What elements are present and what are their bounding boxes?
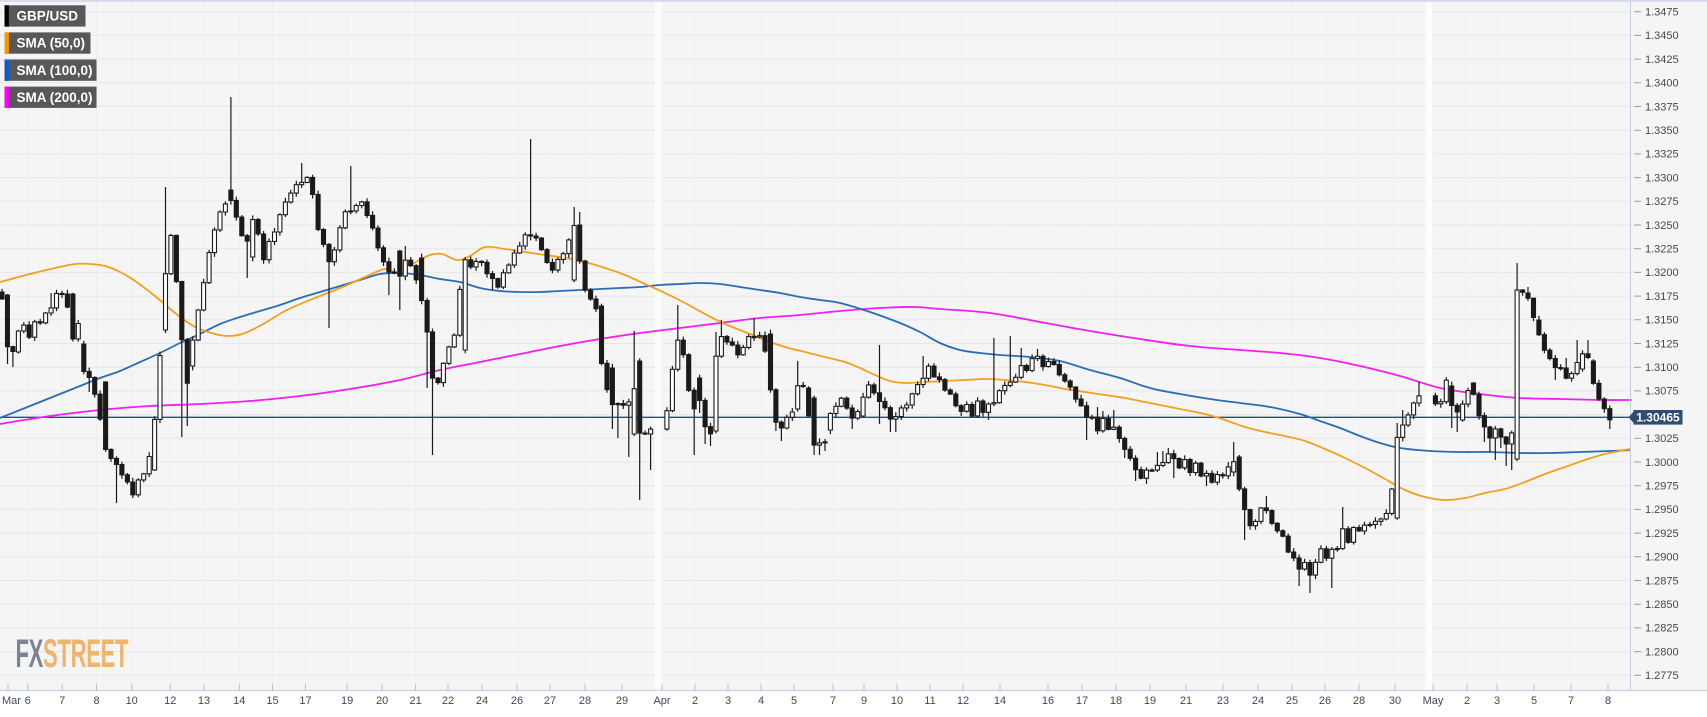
svg-text:5: 5 <box>1531 695 1537 707</box>
svg-text:1.3075: 1.3075 <box>1645 386 1679 398</box>
svg-text:21: 21 <box>409 695 421 707</box>
svg-text:17: 17 <box>1076 695 1088 707</box>
svg-text:22: 22 <box>442 695 454 707</box>
svg-text:1.2900: 1.2900 <box>1645 552 1679 564</box>
svg-text:1.3175: 1.3175 <box>1645 291 1679 303</box>
svg-text:15: 15 <box>266 695 278 707</box>
svg-text:5: 5 <box>791 695 797 707</box>
svg-text:1.3150: 1.3150 <box>1645 315 1679 327</box>
svg-text:1.30465: 1.30465 <box>1636 410 1680 424</box>
svg-text:1.3350: 1.3350 <box>1645 125 1679 137</box>
svg-text:1.3000: 1.3000 <box>1645 457 1679 469</box>
svg-text:7: 7 <box>1568 695 1574 707</box>
svg-text:3: 3 <box>1494 695 1500 707</box>
svg-text:10: 10 <box>891 695 903 707</box>
svg-text:1.2850: 1.2850 <box>1645 599 1679 611</box>
svg-text:1.3275: 1.3275 <box>1645 196 1679 208</box>
svg-text:1.2875: 1.2875 <box>1645 575 1679 587</box>
svg-text:SMA (200,0): SMA (200,0) <box>17 90 93 105</box>
svg-text:SMA (50,0): SMA (50,0) <box>17 36 86 51</box>
svg-text:1.3225: 1.3225 <box>1645 244 1679 256</box>
svg-text:1.2800: 1.2800 <box>1645 646 1679 658</box>
svg-text:1.3100: 1.3100 <box>1645 362 1679 374</box>
svg-text:Apr: Apr <box>653 695 670 707</box>
svg-text:7: 7 <box>59 695 65 707</box>
svg-text:1.3025: 1.3025 <box>1645 433 1679 445</box>
svg-text:1.3200: 1.3200 <box>1645 267 1679 279</box>
svg-text:1.3425: 1.3425 <box>1645 54 1679 66</box>
svg-text:19: 19 <box>1144 695 1156 707</box>
svg-text:10: 10 <box>126 695 138 707</box>
svg-text:8: 8 <box>1605 695 1611 707</box>
svg-text:GBP/USD: GBP/USD <box>17 9 79 24</box>
svg-text:3: 3 <box>725 695 731 707</box>
svg-text:2: 2 <box>692 695 698 707</box>
svg-text:1.2950: 1.2950 <box>1645 504 1679 516</box>
svg-text:1.2775: 1.2775 <box>1645 670 1679 682</box>
svg-text:20: 20 <box>376 695 388 707</box>
svg-text:18: 18 <box>1110 695 1122 707</box>
svg-text:26: 26 <box>1319 695 1331 707</box>
svg-text:4: 4 <box>758 695 764 707</box>
svg-text:2: 2 <box>1464 695 1470 707</box>
svg-text:1.3475: 1.3475 <box>1645 7 1679 19</box>
svg-text:12: 12 <box>957 695 969 707</box>
svg-text:1.3375: 1.3375 <box>1645 101 1679 113</box>
svg-text:1.2925: 1.2925 <box>1645 528 1679 540</box>
svg-text:FXSTREET: FXSTREET <box>16 631 129 676</box>
svg-text:1.2975: 1.2975 <box>1645 481 1679 493</box>
svg-text:1.3300: 1.3300 <box>1645 172 1679 184</box>
svg-text:1.3325: 1.3325 <box>1645 149 1679 161</box>
svg-text:19: 19 <box>341 695 353 707</box>
svg-text:16: 16 <box>1042 695 1054 707</box>
svg-text:8: 8 <box>93 695 99 707</box>
svg-text:30: 30 <box>1389 695 1401 707</box>
svg-text:21: 21 <box>1180 695 1192 707</box>
svg-text:May: May <box>1423 695 1444 707</box>
svg-text:12: 12 <box>164 695 176 707</box>
svg-text:25: 25 <box>1286 695 1298 707</box>
svg-text:1.3400: 1.3400 <box>1645 78 1679 90</box>
svg-text:1.3450: 1.3450 <box>1645 30 1679 42</box>
svg-text:24: 24 <box>1252 695 1264 707</box>
svg-text:24: 24 <box>476 695 488 707</box>
svg-text:11: 11 <box>924 695 935 707</box>
svg-text:1.3125: 1.3125 <box>1645 338 1679 350</box>
svg-text:27: 27 <box>544 695 556 707</box>
svg-text:28: 28 <box>1353 695 1365 707</box>
svg-text:6: 6 <box>25 695 31 707</box>
svg-text:14: 14 <box>994 695 1006 707</box>
svg-text:1.2825: 1.2825 <box>1645 623 1679 635</box>
svg-text:Mar: Mar <box>2 695 21 707</box>
svg-text:9: 9 <box>861 695 867 707</box>
svg-text:13: 13 <box>198 695 210 707</box>
svg-text:SMA (100,0): SMA (100,0) <box>17 63 93 78</box>
svg-text:29: 29 <box>616 695 628 707</box>
svg-text:14: 14 <box>233 695 245 707</box>
svg-text:26: 26 <box>511 695 523 707</box>
svg-text:17: 17 <box>299 695 311 707</box>
svg-text:1.3250: 1.3250 <box>1645 220 1679 232</box>
svg-text:23: 23 <box>1217 695 1229 707</box>
svg-text:28: 28 <box>579 695 591 707</box>
svg-text:7: 7 <box>830 695 836 707</box>
